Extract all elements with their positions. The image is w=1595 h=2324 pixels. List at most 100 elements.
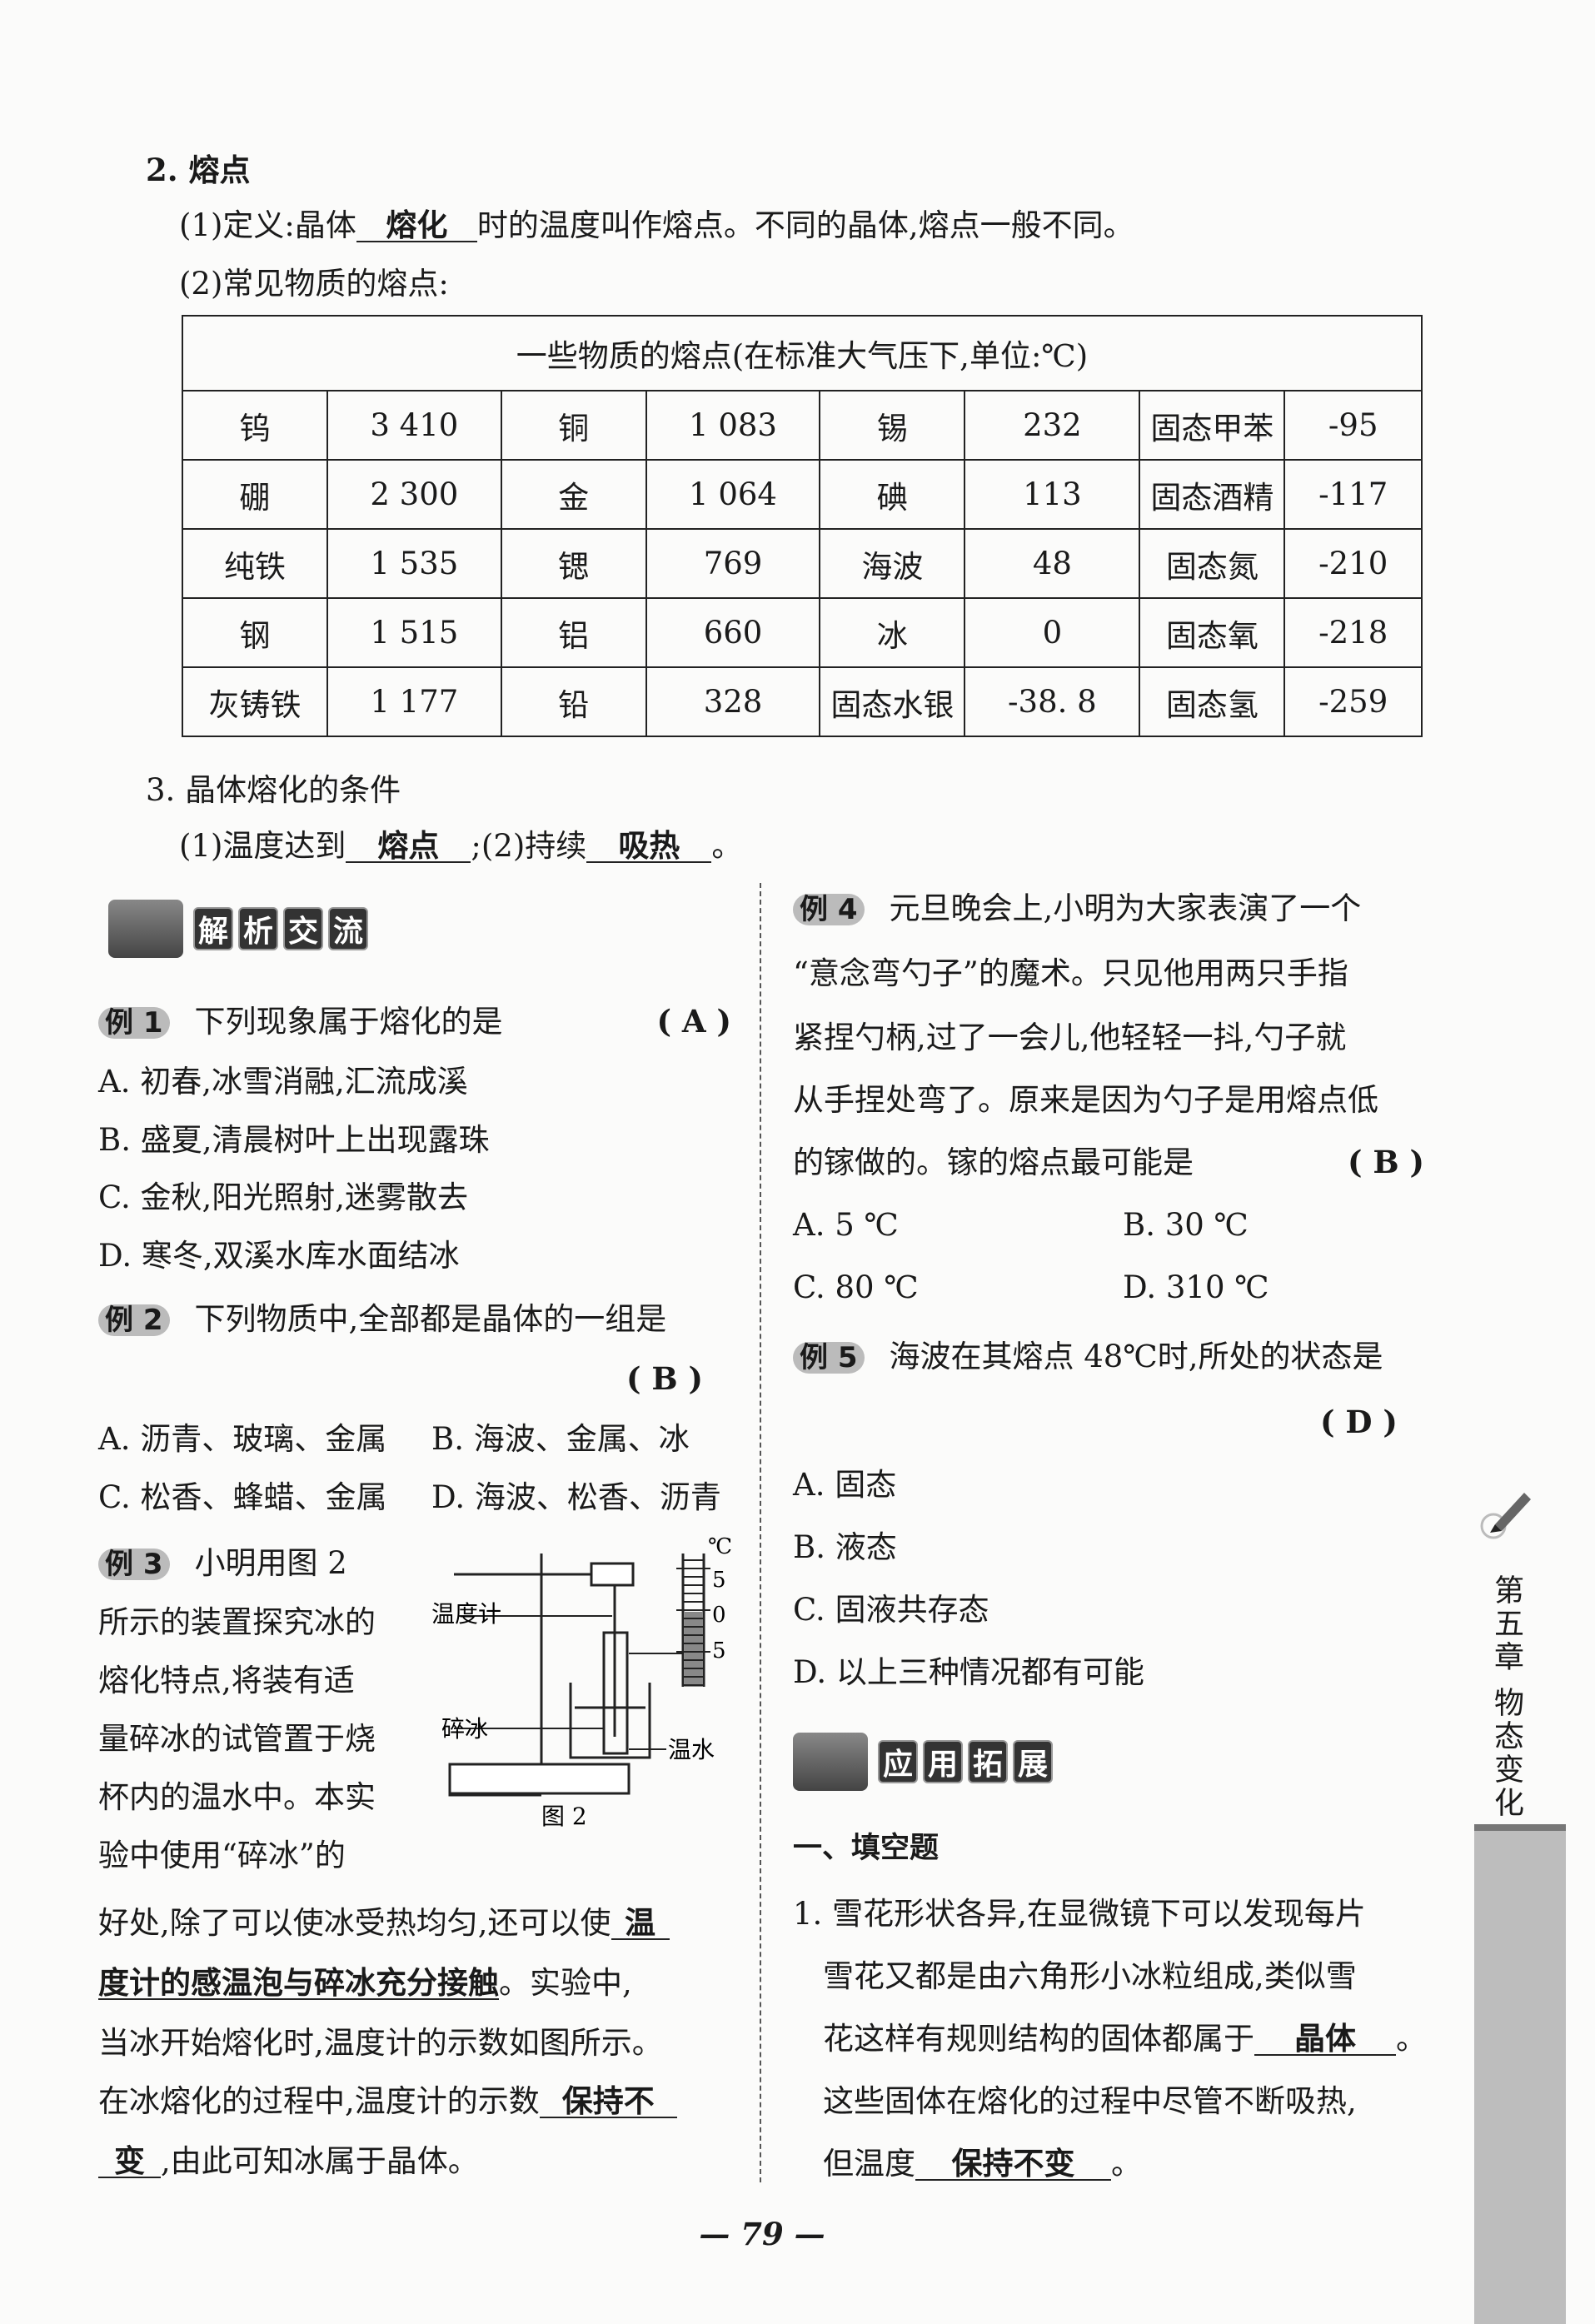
option: A. 沥青、玻璃、金属 — [98, 1421, 387, 1457]
example-1: 例 1 下列现象属于熔化的是( A ) — [98, 1006, 731, 1039]
answer-blank: 度计的感温泡与碎冰充分接触 — [98, 1965, 499, 2001]
heading-char: 拓 — [968, 1740, 1008, 1783]
heading-char: 交 — [283, 907, 323, 950]
option: C. 80 ℃ — [793, 1269, 919, 1305]
text-line: 当冰开始熔化时,温度计的示数如图所示。 — [98, 2025, 663, 2061]
example-3: 例 3 小明用图 2 — [98, 1548, 347, 1580]
substance-cell: 锡 — [819, 390, 966, 461]
label-warm-water: 温水 — [668, 1736, 715, 1763]
melting-point-cell: 113 — [964, 459, 1141, 530]
chart-icon — [108, 900, 183, 958]
substance-cell: 铝 — [500, 597, 647, 668]
substance-cell: 硼 — [182, 459, 328, 530]
substance-cell: 固态水银 — [819, 666, 966, 737]
text-line: 这些固体在熔化的过程中尽管不断吸热, — [823, 2083, 1357, 2119]
substance-cell: 锶 — [500, 528, 647, 599]
heading-char: 解 — [193, 907, 233, 950]
melting-point-cell: 1 535 — [326, 528, 502, 599]
table-row: 灰铸铁 1 177 铅 328 固态水银 -38. 8 固态氢 -259 — [182, 666, 1423, 737]
answer: ( D ) — [1320, 1404, 1398, 1440]
melting-point-cell: -210 — [1283, 528, 1423, 599]
column-divider — [760, 883, 761, 2182]
substance-cell: 冰 — [819, 597, 966, 668]
melting-point-cell: 1 515 — [326, 597, 502, 668]
option: C. 金秋,阳光照射,迷雾散去 — [98, 1179, 469, 1215]
text-line: 但温度 保持不变。 — [823, 2146, 1142, 2182]
substance-cell: 灰铸铁 — [182, 666, 328, 737]
table-row: 纯铁 1 535 锶 769 海波 48 固态氮 -210 — [182, 528, 1423, 599]
question-1: 1. 雪花形状各异,在显微镜下可以发现每片 — [793, 1896, 1366, 1932]
melting-point-cell: 769 — [645, 528, 821, 599]
melting-point-cell: -95 — [1283, 390, 1423, 461]
melting-point-cell: 660 — [645, 597, 821, 668]
answer-blank: 温 — [611, 1908, 670, 1940]
conditions-line: (1)温度达到 熔点 ;(2)持续 吸热。 — [179, 828, 743, 864]
substance-cell: 固态氮 — [1139, 528, 1286, 599]
answer-blank: 吸热 — [586, 830, 712, 863]
section-3-title: 3. 晶体熔化的条件 — [146, 772, 401, 808]
text-line: 验中使用“碎冰”的 — [98, 1838, 346, 1873]
answer-blank: 晶体 — [1254, 2023, 1396, 2056]
text-line: 量碎冰的试管置于烧 — [98, 1721, 376, 1757]
melting-point-cell: 1 177 — [326, 666, 502, 737]
melting-point-cell: -117 — [1283, 459, 1423, 530]
text-line: “意念弯勺子”的魔术。只见他用两只手指 — [793, 955, 1348, 991]
substance-cell: 钢 — [182, 597, 328, 668]
heading-char: 展 — [1013, 1740, 1053, 1783]
melting-point-cell: 48 — [964, 528, 1141, 599]
melting-point-cell: 1 064 — [645, 459, 821, 530]
option: D. 寒冬,双溪水库水面结冰 — [98, 1238, 460, 1274]
answer-blank: 变 — [98, 2146, 161, 2178]
option: D. 海波、松香、沥青 — [431, 1479, 721, 1515]
melting-point-cell: -38. 8 — [964, 666, 1141, 737]
option: B. 30 ℃ — [1123, 1207, 1249, 1243]
melting-point-cell: 328 — [645, 666, 821, 737]
chapter-label: 第五章 — [1489, 1574, 1523, 1674]
melting-point-cell: -218 — [1283, 597, 1423, 668]
text-line: 好处,除了可以使冰受热均匀,还可以使温 — [98, 1908, 670, 1940]
example-5: 例 5 海波在其熔点 48℃时,所处的状态是 — [793, 1341, 1383, 1374]
heading-char: 应 — [878, 1740, 918, 1783]
option: C. 固液共存态 — [793, 1592, 989, 1628]
answer: ( B ) — [626, 1360, 704, 1397]
answer-blank: 保持不变 — [915, 2148, 1111, 2181]
topic-label: 物态变化 — [1489, 1687, 1523, 1820]
example-2: 例 2 下列物质中,全部都是晶体的一组是 — [98, 1304, 666, 1336]
section-heading-analysis: 解析交流 — [108, 900, 368, 958]
answer-blank: 熔化 — [356, 210, 477, 242]
fill-in-heading: 一、填空题 — [793, 1832, 940, 1865]
text-line: 变 ,由此可知冰属于晶体。 — [98, 2146, 479, 2178]
table-title: 一些物质的熔点(在标准大气压下,单位:℃) — [182, 315, 1423, 391]
option: B. 液态 — [793, 1529, 897, 1565]
option: A. 固态 — [793, 1467, 897, 1503]
tick-label: 0 — [712, 1603, 726, 1628]
melting-point-cell: 3 410 — [326, 390, 502, 461]
text-line: 在冰熔化的过程中,温度计的示数 保持不 — [98, 2086, 677, 2118]
option: A. 初春,冰雪消融,汇流成溪 — [98, 1064, 468, 1100]
text-line: 度计的感温泡与碎冰充分接触。实验中, — [98, 1965, 632, 2001]
books-icon — [793, 1733, 868, 1791]
thermo-unit: ℃ — [708, 1534, 732, 1559]
option: C. 松香、蜂蜡、金属 — [98, 1479, 387, 1515]
tick-label: 5 — [712, 1638, 726, 1663]
text-line: 雪花又都是由六角形小冰粒组成,类似雪 — [823, 1958, 1357, 1994]
text-line: 花这样有规则结构的固体都属于 晶体。 — [823, 2021, 1427, 2057]
heading-char: 析 — [238, 907, 278, 950]
text-line: 紧捏勺柄,过了一会儿,他轻轻一抖,勺子就 — [793, 1020, 1347, 1055]
example-badge: 例 4 — [793, 894, 865, 925]
example-badge: 例 1 — [98, 1007, 170, 1039]
definition-line: (1)定义:晶体 熔化 时的温度叫作熔点。不同的晶体,熔点一般不同。 — [179, 207, 1134, 243]
text-line: 熔化特点,将装有适 — [98, 1663, 355, 1698]
label-thermometer: 温度计 — [431, 1600, 501, 1628]
section-heading-application: 应用拓展 — [793, 1733, 1053, 1791]
figure-caption: 图 2 — [541, 1803, 587, 1828]
text-line: 杯内的温水中。本实 — [98, 1779, 376, 1815]
substance-cell: 固态氢 — [1139, 666, 1286, 737]
melting-point-cell: 0 — [964, 597, 1141, 668]
substance-cell: 纯铁 — [182, 528, 328, 599]
example-4: 例 4 元旦晚会上,小明为大家表演了一个 — [793, 893, 1361, 925]
common-melting-points-label: (2)常见物质的熔点: — [179, 266, 449, 302]
side-tab — [1474, 1824, 1566, 2324]
